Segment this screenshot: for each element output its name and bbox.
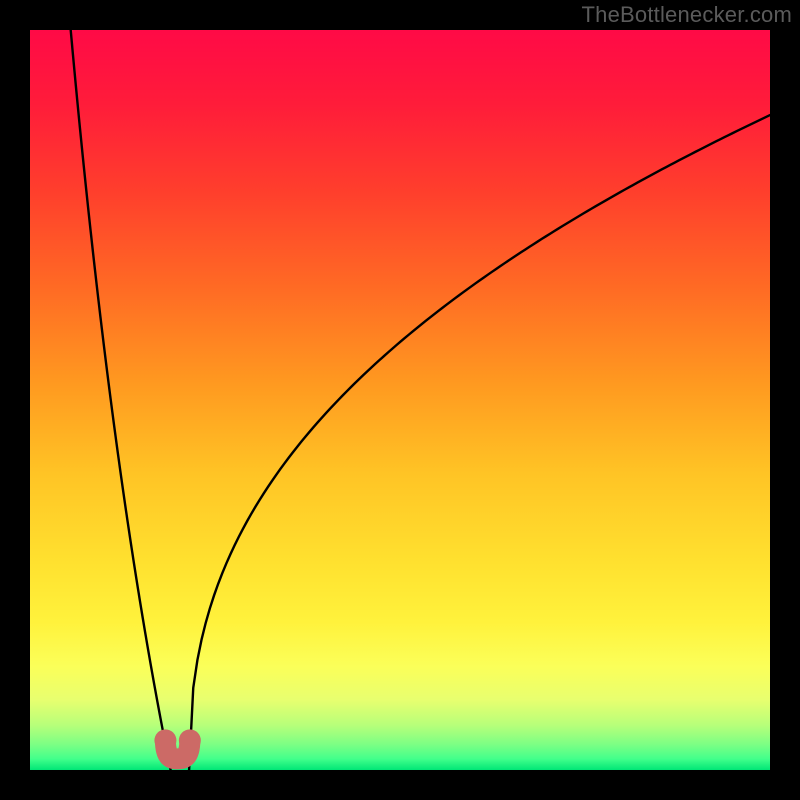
chart-container: TheBottlenecker.com xyxy=(0,0,800,800)
cusp-dot-left xyxy=(154,729,176,751)
chart-svg xyxy=(0,0,800,800)
plot-background xyxy=(30,30,770,770)
cusp-dot-right xyxy=(179,729,201,751)
watermark-text: TheBottlenecker.com xyxy=(582,2,792,28)
